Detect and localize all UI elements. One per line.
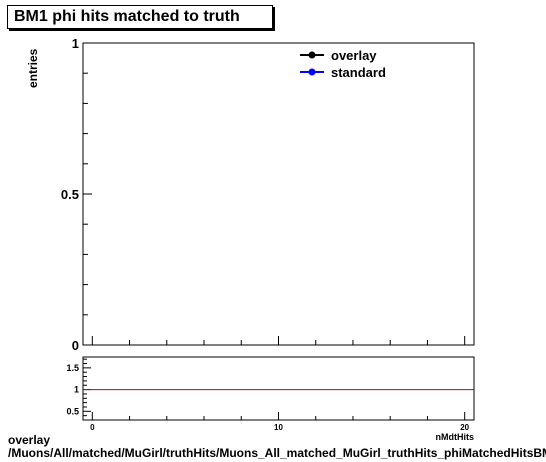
ratio-y-tick-label: 1.5	[66, 363, 79, 373]
ratio-y-tick-label: 1	[74, 385, 79, 395]
ratio-x-tick-label: 0	[90, 423, 95, 432]
ratio-x-tick-label: 20	[460, 423, 469, 432]
ratio-y-tick-label: 0.5	[66, 406, 79, 416]
ratio-plot-frame	[82, 356, 475, 421]
main-y-tick-label: 0	[72, 338, 79, 353]
chart-title-box: BM1 phi hits matched to truth	[7, 5, 273, 29]
chart-title: BM1 phi hits matched to truth	[14, 8, 240, 25]
ratio-x-tick-label: 10	[274, 423, 283, 432]
legend-marker-overlay	[308, 51, 316, 59]
x-axis-label: nMdtHits	[436, 432, 475, 442]
legend-label-overlay: overlay	[331, 48, 377, 63]
main-y-tick-label: 0.5	[61, 187, 79, 202]
legend-marker-standard	[308, 68, 316, 76]
legend-label-standard: standard	[331, 65, 386, 80]
main-plot-frame	[82, 42, 475, 346]
footer-line-1: overlay	[8, 433, 51, 447]
main-y-tick-label: 1	[72, 36, 79, 51]
footer-line-2: /Muons/All/matched/MuGirl/truthHits/Muon…	[8, 446, 546, 460]
